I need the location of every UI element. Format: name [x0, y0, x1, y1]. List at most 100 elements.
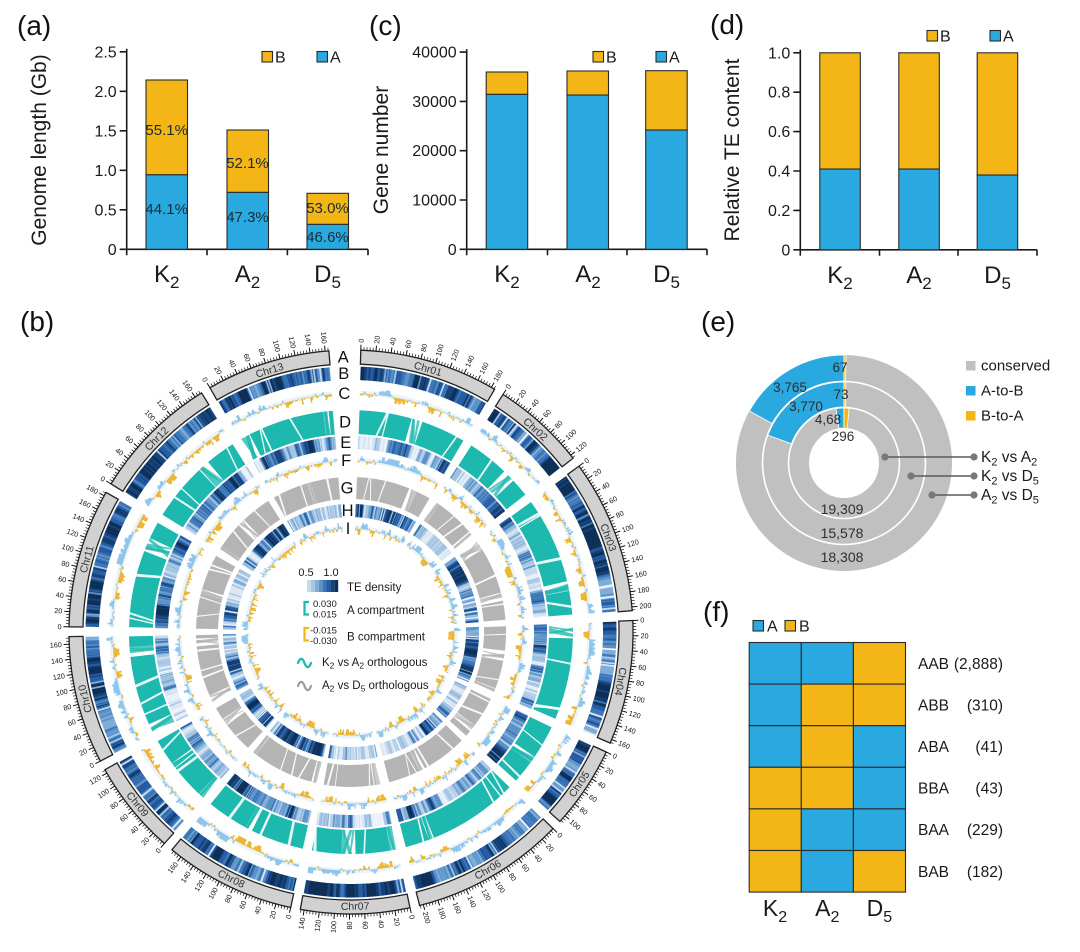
- svg-text:80: 80: [108, 799, 120, 811]
- svg-text:ABB: ABB: [918, 697, 949, 714]
- svg-text:0.8: 0.8: [768, 85, 790, 102]
- svg-text:40: 40: [72, 732, 83, 743]
- svg-text:100: 100: [61, 542, 75, 554]
- svg-text:100: 100: [434, 343, 446, 357]
- svg-text:44.1%: 44.1%: [145, 201, 188, 218]
- svg-text:20000: 20000: [412, 143, 457, 160]
- svg-text:140: 140: [71, 511, 86, 524]
- svg-text:0: 0: [611, 751, 618, 761]
- svg-text:(41): (41): [975, 739, 1003, 756]
- svg-text:A: A: [767, 619, 778, 636]
- svg-text:K2 vs A2 orthologous: K2 vs A2 orthologous: [322, 657, 428, 671]
- svg-text:140: 140: [630, 553, 644, 565]
- svg-text:0: 0: [153, 846, 162, 855]
- svg-text:18,308: 18,308: [821, 549, 864, 565]
- svg-text:40: 40: [532, 852, 544, 864]
- svg-text:80: 80: [256, 347, 267, 357]
- svg-text:140: 140: [463, 354, 476, 369]
- svg-text:40: 40: [596, 779, 608, 791]
- svg-text:20: 20: [78, 746, 89, 757]
- svg-text:AAB: AAB: [918, 656, 949, 673]
- svg-text:BBA: BBA: [918, 781, 950, 798]
- svg-text:A-to-B: A-to-B: [981, 383, 1024, 400]
- svg-text:60: 60: [241, 352, 252, 363]
- svg-text:ABA: ABA: [918, 739, 950, 756]
- svg-text:140: 140: [303, 333, 314, 346]
- svg-text:1.0: 1.0: [768, 45, 790, 62]
- svg-text:4,68: 4,68: [815, 412, 841, 427]
- svg-text:55.1%: 55.1%: [145, 122, 188, 139]
- svg-text:30000: 30000: [412, 94, 457, 111]
- svg-text:46.6%: 46.6%: [306, 229, 349, 246]
- svg-text:40: 40: [128, 824, 140, 836]
- svg-text:80: 80: [345, 921, 354, 929]
- svg-text:60: 60: [587, 792, 599, 804]
- svg-text:120: 120: [287, 336, 298, 350]
- svg-text:(e): (e): [701, 306, 735, 337]
- svg-text:200: 200: [639, 601, 652, 611]
- svg-text:(b): (b): [20, 306, 54, 337]
- svg-text:0: 0: [640, 616, 644, 625]
- svg-text:160: 160: [319, 331, 329, 344]
- svg-text:60: 60: [118, 812, 130, 824]
- svg-text:1.0: 1.0: [323, 567, 338, 579]
- svg-text:0.5: 0.5: [94, 202, 116, 219]
- svg-text:180: 180: [436, 906, 448, 920]
- svg-text:1.5: 1.5: [94, 123, 116, 140]
- svg-text:160: 160: [451, 901, 464, 915]
- svg-text:K2 vs A2: K2 vs A2: [981, 449, 1037, 469]
- svg-text:G: G: [341, 480, 354, 498]
- svg-text:100: 100: [271, 339, 283, 353]
- svg-text:40: 40: [376, 920, 386, 929]
- svg-text:B: B: [799, 619, 810, 636]
- svg-text:20: 20: [544, 842, 556, 854]
- svg-text:20: 20: [640, 631, 648, 640]
- svg-text:120: 120: [448, 348, 461, 362]
- svg-text:0: 0: [88, 760, 96, 770]
- svg-text:60: 60: [237, 899, 248, 910]
- svg-text:80: 80: [222, 893, 234, 904]
- svg-text:B-to-A: B-to-A: [981, 408, 1024, 425]
- svg-text:100: 100: [55, 687, 69, 698]
- svg-text:0.4: 0.4: [768, 164, 790, 181]
- svg-text:2.0: 2.0: [94, 84, 116, 101]
- svg-text:40: 40: [227, 358, 238, 369]
- svg-text:120: 120: [52, 671, 65, 682]
- svg-text:120: 120: [65, 527, 79, 540]
- svg-text:B: B: [940, 29, 951, 46]
- svg-text:160: 160: [634, 569, 648, 580]
- svg-text:(d): (d): [710, 9, 744, 40]
- svg-text:0: 0: [503, 382, 513, 390]
- svg-text:20: 20: [591, 466, 603, 478]
- svg-text:20: 20: [267, 910, 278, 920]
- svg-text:53.0%: 53.0%: [306, 200, 349, 217]
- svg-text:(f): (f): [703, 596, 729, 627]
- svg-text:H: H: [342, 502, 354, 520]
- svg-text:B: B: [606, 50, 617, 67]
- svg-text:0: 0: [448, 242, 457, 259]
- svg-text:(a): (a): [17, 10, 51, 41]
- svg-text:140: 140: [296, 917, 307, 930]
- svg-text:0: 0: [108, 242, 117, 259]
- svg-text:0: 0: [284, 914, 294, 920]
- svg-text:80: 80: [62, 702, 72, 713]
- svg-text:B compartment: B compartment: [347, 632, 426, 644]
- svg-text:C: C: [338, 385, 350, 403]
- svg-text:Chr04: Chr04: [612, 666, 629, 696]
- svg-text:20: 20: [516, 388, 528, 400]
- svg-text:3,765: 3,765: [773, 380, 807, 395]
- svg-text:120: 120: [626, 537, 640, 549]
- svg-text:60: 60: [123, 434, 135, 446]
- svg-text:100: 100: [632, 693, 646, 704]
- svg-text:200: 200: [421, 911, 433, 925]
- svg-text:60: 60: [541, 408, 553, 420]
- svg-text:296: 296: [832, 429, 855, 444]
- svg-text:0: 0: [407, 914, 417, 920]
- svg-text:Genome length (Gb): Genome length (Gb): [28, 54, 51, 245]
- svg-text:52.1%: 52.1%: [226, 155, 269, 172]
- svg-text:B: B: [338, 365, 349, 383]
- svg-text:(182): (182): [967, 864, 1003, 881]
- svg-text:80: 80: [635, 678, 644, 688]
- svg-text:80: 80: [507, 871, 519, 883]
- svg-text:60: 60: [403, 339, 413, 349]
